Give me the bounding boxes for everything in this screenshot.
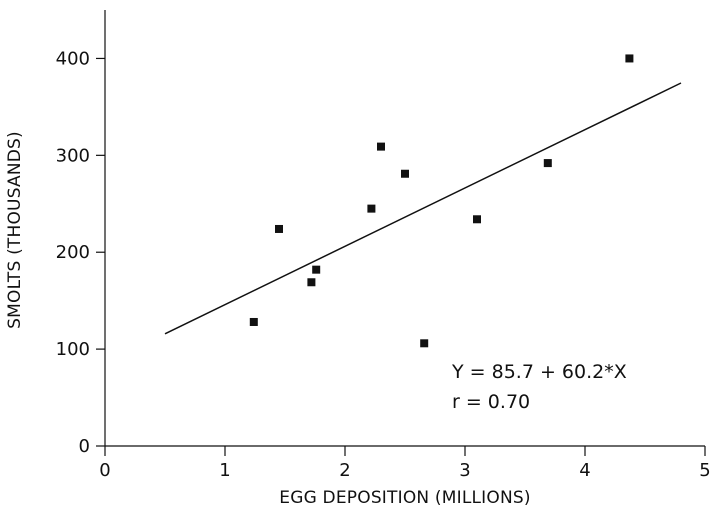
data-point — [307, 278, 316, 287]
data-point — [367, 204, 376, 213]
x-axis-label: EGG DEPOSITION (MILLIONS) — [279, 488, 530, 508]
x-tick-label: 5 — [699, 460, 710, 481]
data-point — [275, 224, 283, 233]
x-tick-label: 4 — [579, 460, 590, 481]
data-point — [543, 159, 552, 168]
x-tick-label: 0 — [99, 460, 110, 481]
fit-line-group — [164, 82, 682, 335]
data-point — [312, 265, 321, 274]
regression-line — [164, 82, 682, 335]
axes — [104, 10, 705, 447]
data-point — [377, 142, 385, 151]
y-tick-label: 100 — [56, 339, 90, 360]
data-point — [249, 317, 258, 326]
x-tick-label: 1 — [219, 460, 230, 481]
regression-equation: Y = 85.7 + 60.2*X — [451, 361, 627, 383]
correlation-coefficient: r = 0.70 — [452, 391, 530, 413]
data-point — [473, 215, 481, 224]
data-point — [420, 339, 429, 348]
data-point — [625, 54, 634, 63]
x-tick-label: 3 — [459, 460, 470, 481]
y-axis-label: SMOLTS (THOUSANDS) — [5, 131, 25, 329]
tick-group: 0 1 2 3 4 5 0 100 200 300 400 — [56, 48, 711, 481]
data-points — [249, 54, 634, 348]
y-tick-label: 300 — [56, 145, 90, 166]
y-tick-label: 200 — [56, 242, 90, 263]
y-tick-label: 400 — [56, 48, 90, 69]
data-point — [401, 169, 409, 178]
y-tick-label: 0 — [79, 436, 90, 457]
x-tick-label: 2 — [339, 460, 350, 481]
